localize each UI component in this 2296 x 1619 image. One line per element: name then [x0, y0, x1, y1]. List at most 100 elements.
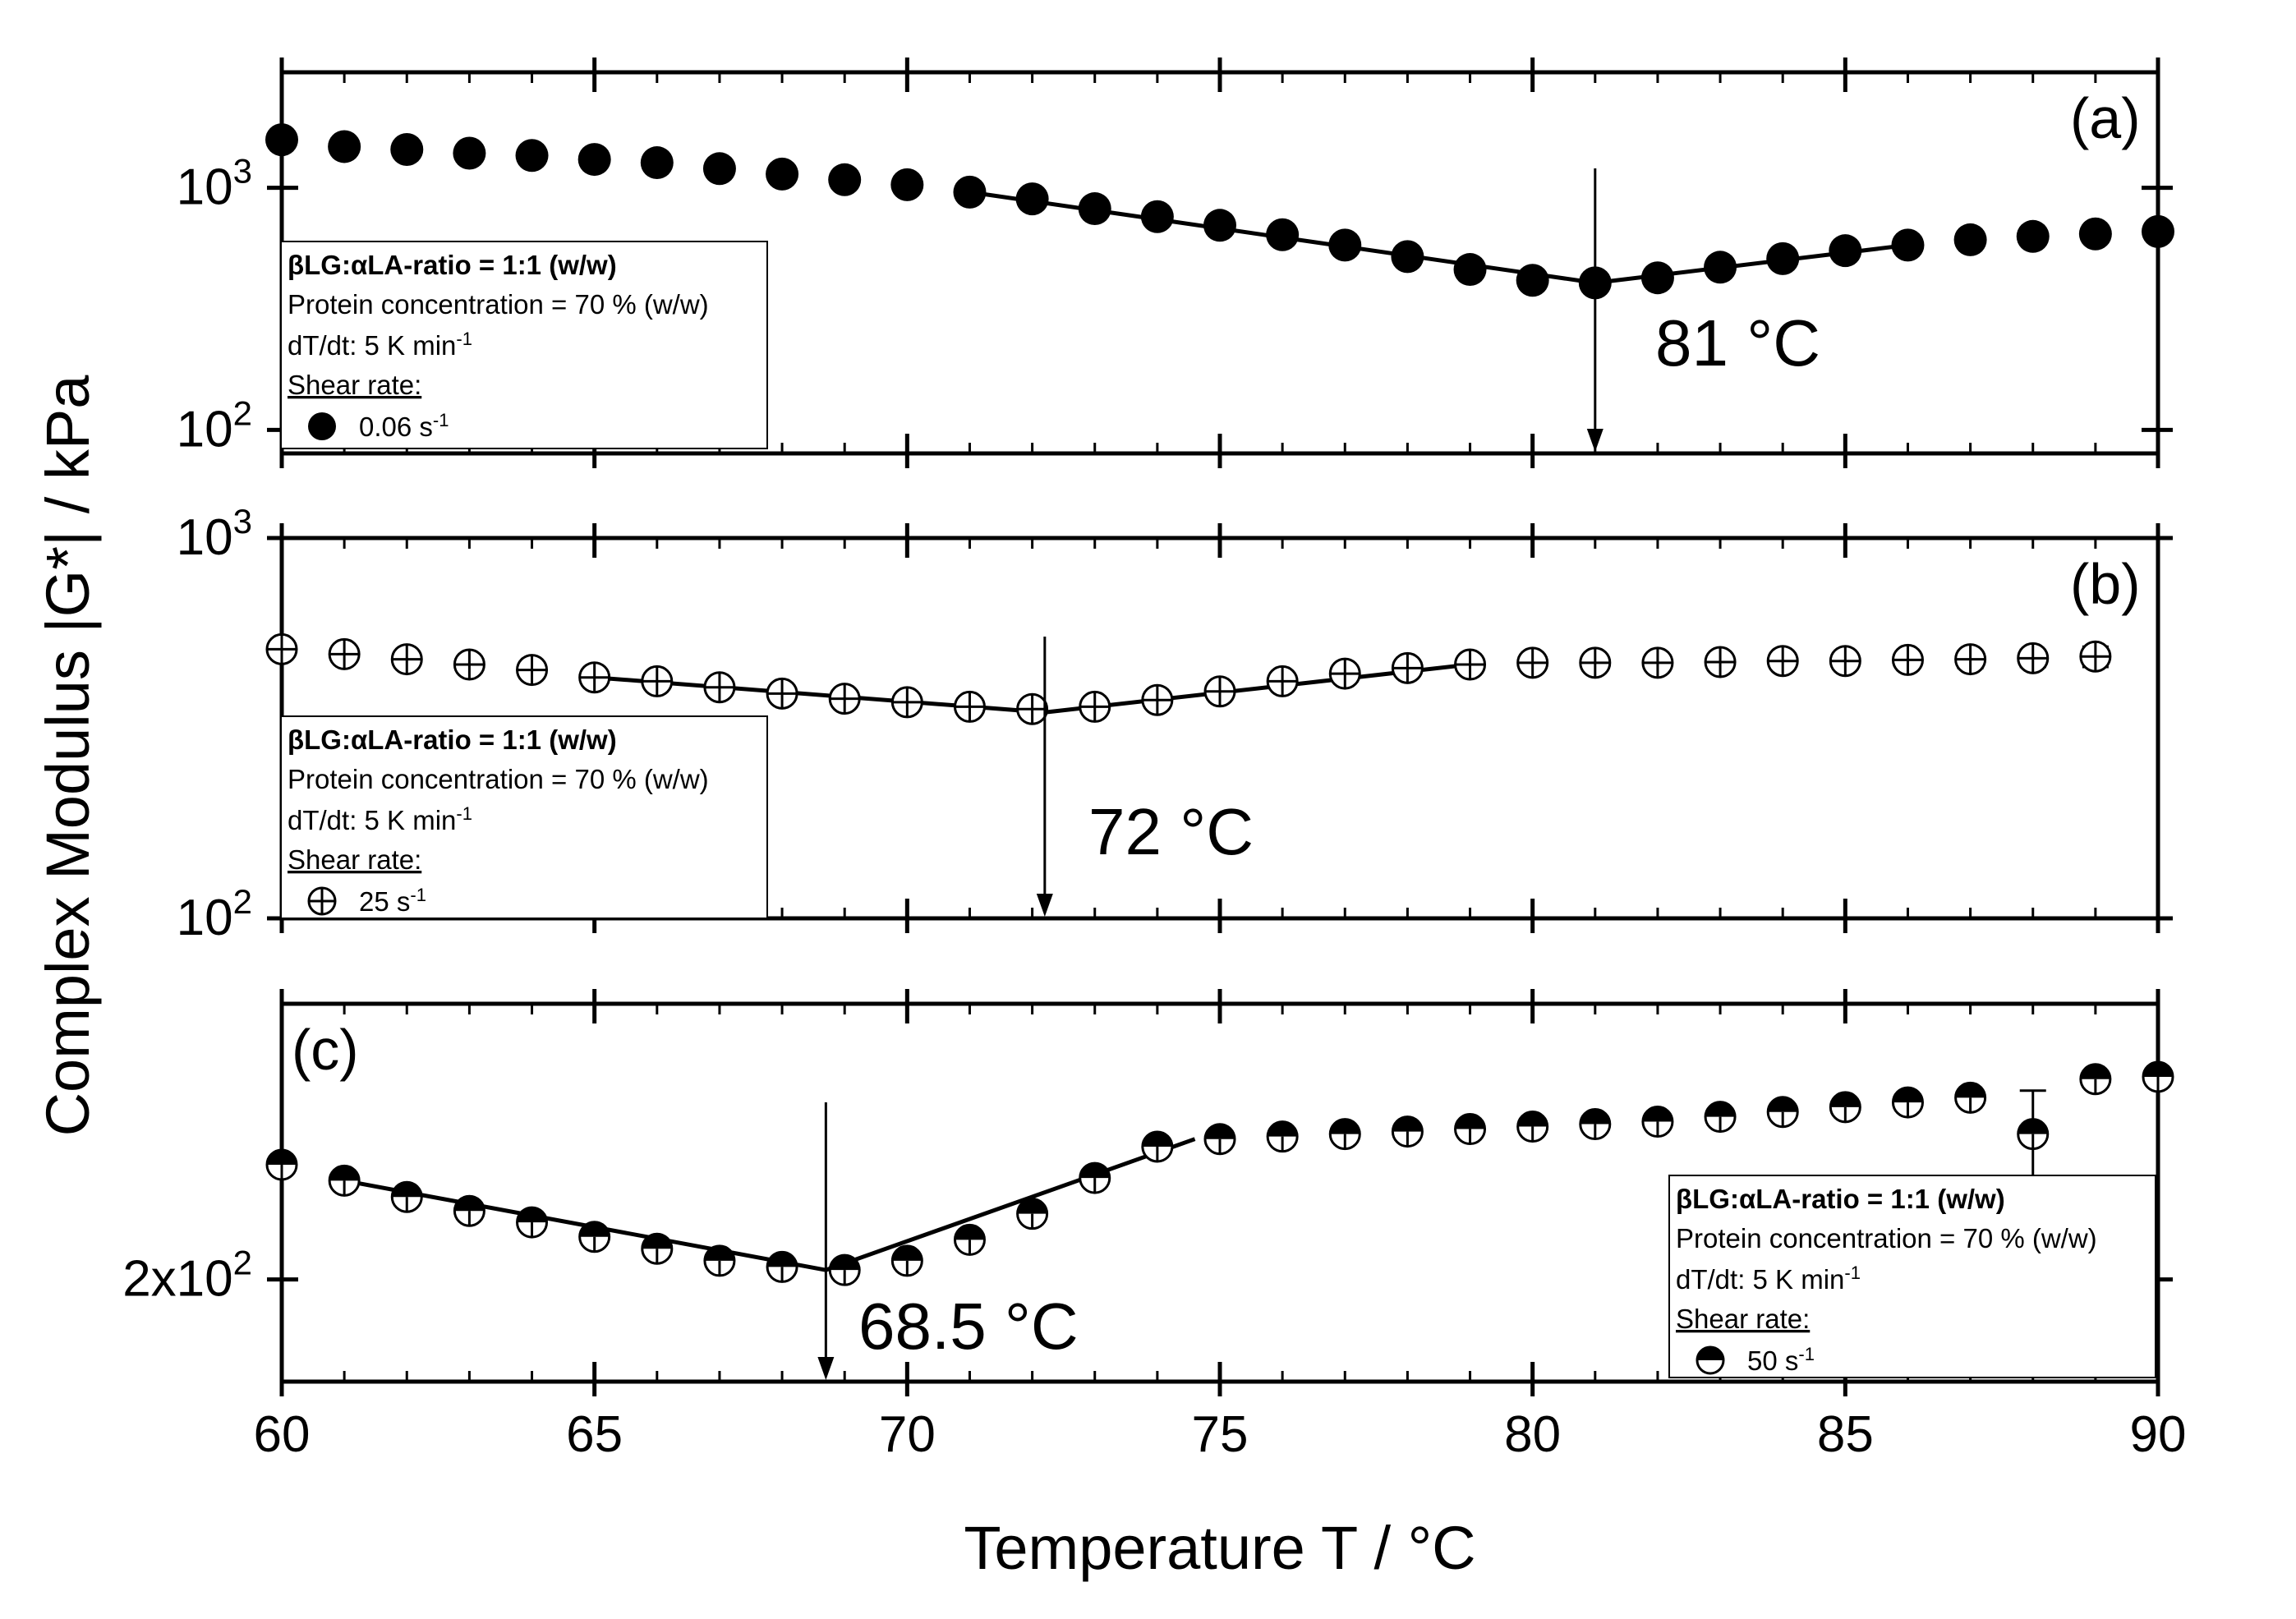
legend-title: βLG:αLA-ratio = 1:1 (w/w): [1676, 1184, 2005, 1214]
data-point: [1391, 240, 1424, 274]
legend-box: [1668, 1175, 2156, 1378]
legend-marker: [308, 412, 336, 440]
marker-half-fill: [267, 1149, 297, 1165]
legend-marker-fill: [1697, 1347, 1723, 1360]
data-point: [1641, 1106, 1674, 1138]
data-point: [1641, 646, 1674, 679]
data-point: [1579, 1108, 1612, 1141]
marker-half-fill: [1955, 1083, 1985, 1098]
data-point: [766, 1250, 798, 1283]
legend-heating-rate-text: dT/dt: 5 K min: [1676, 1264, 1844, 1295]
data-point: [703, 671, 736, 704]
data-point: [453, 136, 486, 170]
legend-entry: 0.06 s-1: [359, 410, 449, 442]
marker-filled-circle: [453, 136, 486, 170]
data-point: [265, 632, 298, 665]
legend-entry-text: 0.06 s: [359, 412, 433, 442]
marker-half-fill: [1893, 1088, 1923, 1103]
x-tick-label: 60: [254, 1406, 311, 1463]
y-tick-label: 103: [177, 502, 252, 566]
legend-heating-rate-text: dT/dt: 5 K min: [288, 805, 456, 835]
marker-half-fill: [1830, 1092, 1861, 1107]
marker-half-fill: [1268, 1121, 1298, 1137]
y-tick-label-exponent: 2: [233, 1244, 252, 1282]
data-point: [1640, 261, 1674, 295]
data-point: [1954, 1081, 1987, 1114]
marker-half-fill: [1017, 1198, 1047, 1214]
data-point: [890, 686, 923, 719]
legend-entry-sup: -1: [1798, 1344, 1815, 1364]
legend-heading: Shear rate:: [288, 370, 421, 400]
x-tick-label: 75: [1192, 1406, 1249, 1463]
marker-filled-circle: [1704, 251, 1737, 284]
data-point: [516, 1206, 549, 1239]
marker-filled-circle: [953, 175, 987, 209]
legend-title: βLG:αLA-ratio = 1:1 (w/w): [288, 724, 617, 755]
data-point: [1891, 228, 1925, 262]
legend-heating-rate: dT/dt: 5 K min-1: [1676, 1263, 1861, 1295]
marker-filled-circle: [1953, 223, 1987, 256]
data-point: [390, 643, 423, 676]
data-point: [516, 654, 549, 687]
x-axis-title: Temperature T / °C: [964, 1514, 1475, 1582]
data-point: [890, 1244, 923, 1277]
annotation-label: 81 °C: [1655, 306, 1820, 379]
annotation-label: 68.5 °C: [858, 1290, 1079, 1363]
data-point: [953, 690, 986, 723]
marker-half-fill: [2143, 1061, 2173, 1077]
legend-entry: 25 s-1: [359, 885, 426, 917]
marker-half-fill: [579, 1221, 610, 1237]
marker-half-fill: [1205, 1124, 1235, 1139]
data-point: [578, 1221, 611, 1253]
data-point: [1015, 182, 1049, 216]
data-point: [2078, 217, 2112, 251]
x-tick-label: 70: [879, 1406, 936, 1463]
data-point: [2142, 1060, 2174, 1093]
legend-heating-rate-sup: -1: [1844, 1263, 1861, 1283]
data-point: [703, 1244, 736, 1277]
data-point: [1953, 223, 1987, 256]
marker-filled-circle: [2078, 217, 2112, 251]
marker-filled-circle: [640, 146, 674, 180]
data-point: [641, 665, 674, 697]
data-point: [1266, 1120, 1299, 1153]
marker-filled-circle: [515, 139, 549, 172]
fit-line: [825, 1137, 1196, 1272]
marker-filled-circle: [1328, 228, 1362, 262]
legend-heating-rate: dT/dt: 5 K min-1: [288, 329, 472, 361]
legend-entry-text: 25 s: [359, 886, 410, 917]
marker-half-fill: [2080, 1064, 2110, 1079]
data-point: [1891, 643, 1924, 676]
x-tick-label: 80: [1504, 1406, 1561, 1463]
x-tick-label: 85: [1817, 1406, 1874, 1463]
legend-heating-rate-text: dT/dt: 5 K min: [288, 330, 456, 361]
data-point: [2017, 1089, 2050, 1182]
data-point: [1766, 645, 1799, 678]
data-point: [2079, 640, 2112, 673]
y-tick-label-exponent: 2: [233, 393, 252, 432]
legend-concentration: Protein concentration = 70 % (w/w): [288, 764, 709, 794]
y-tick-label-exponent: 3: [233, 152, 252, 191]
data-point: [1829, 1091, 1861, 1124]
marker-half-fill: [830, 1255, 860, 1271]
data-point: [766, 677, 798, 710]
marker-half-fill: [392, 1182, 422, 1198]
data-point: [1453, 253, 1487, 287]
data-point: [1766, 241, 1800, 275]
y-tick-label-base: 10: [177, 509, 233, 566]
data-point: [2079, 1063, 2112, 1096]
data-point: [1391, 1115, 1424, 1148]
marker-half-fill: [642, 1234, 672, 1249]
legend-entry-sup: -1: [410, 885, 426, 905]
marker-half-fill: [1392, 1116, 1423, 1132]
marker-filled-circle: [1453, 253, 1487, 287]
marker-filled-circle: [1516, 264, 1549, 297]
data-point: [890, 168, 924, 201]
data-point: [1016, 1198, 1049, 1230]
data-point: [2142, 214, 2174, 248]
data-point: [766, 157, 799, 191]
marker-filled-circle: [890, 168, 924, 201]
marker-half-fill: [329, 1166, 360, 1181]
marker-half-fill: [1079, 1163, 1110, 1179]
